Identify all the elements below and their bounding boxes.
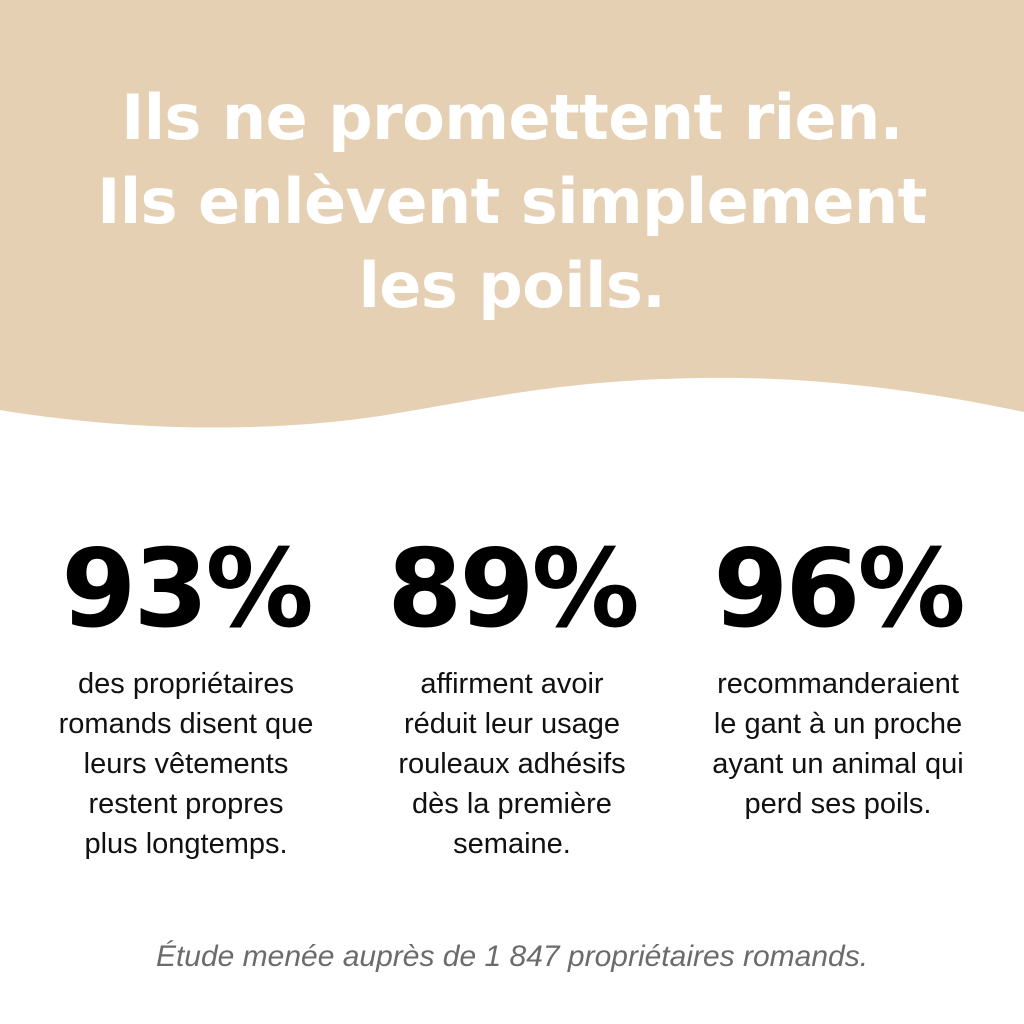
stat-description-line: romands disent que (58, 708, 314, 740)
stat-description-line: rouleaux adhésifs (398, 748, 626, 780)
stat-description-line: plus longtemps. (84, 828, 288, 860)
stat-block: 93% des propriétaires romands disent que… (28, 520, 344, 864)
headline-line: les poils. (358, 249, 666, 322)
stat-description: des propriétaires romands disent que leu… (59, 664, 314, 864)
stat-value: 89% (387, 527, 640, 652)
headline-line: Ils enlèvent simplement (97, 165, 927, 238)
stat-description-line: perd ses poils. (744, 788, 932, 820)
stat-description-line: réduit leur usage (403, 708, 620, 740)
stat-block: 89% affirment avoir réduit leur usage ro… (354, 520, 670, 864)
stat-value: 93% (61, 527, 314, 652)
headline: Ils ne promettent rien. Ils enlèvent sim… (40, 76, 984, 328)
stat-description-line: dès la première (412, 788, 612, 820)
stat-description: recommanderaient le gant à un proche aya… (712, 664, 964, 824)
stat-description-line: le gant à un proche (713, 708, 963, 740)
study-footnote: Étude menée auprès de 1 847 propriétaire… (155, 940, 869, 973)
stat-description-line: semaine. (453, 828, 571, 860)
stat-description: affirment avoir réduit leur usage roulea… (398, 664, 625, 864)
hero-wave-background (0, 0, 1024, 428)
stat-description-line: restent propres (88, 788, 284, 820)
headline-line: Ils ne promettent rien. (121, 81, 903, 154)
stat-description-line: des propriétaires (78, 668, 294, 700)
stat-description-line: leurs vêtements (83, 748, 289, 780)
stat-description-line: ayant un animal qui (712, 748, 964, 780)
stat-description-line: recommanderaient (717, 668, 959, 700)
stat-block: 96% recommanderaient le gant à un proche… (680, 520, 996, 864)
stats-row: 93% des propriétaires romands disent que… (28, 520, 996, 864)
stat-description-line: affirment avoir (420, 668, 604, 700)
stat-value: 96% (713, 527, 966, 652)
